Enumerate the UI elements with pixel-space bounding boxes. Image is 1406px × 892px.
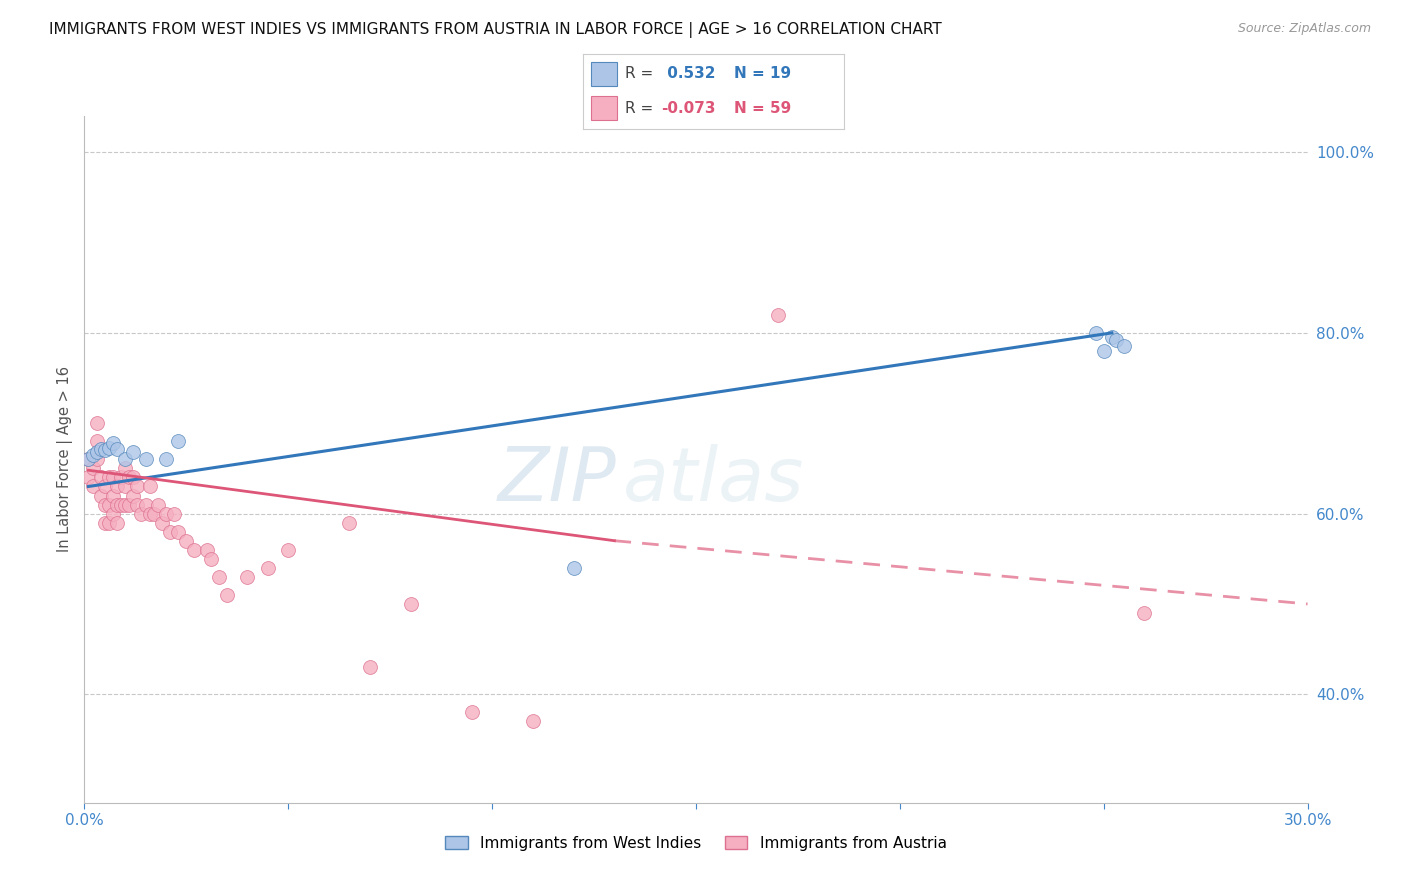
Point <box>86 452 108 467</box>
Point <box>90 442 112 456</box>
Y-axis label: In Labor Force | Age > 16: In Labor Force | Age > 16 <box>58 367 73 552</box>
Point <box>105 498 128 512</box>
Point <box>135 452 157 467</box>
Point <box>97 498 120 512</box>
Point <box>114 461 136 475</box>
Point <box>1092 343 1115 358</box>
Point <box>131 507 153 521</box>
Point <box>97 516 120 530</box>
Point <box>138 507 160 521</box>
Point <box>766 308 789 322</box>
Point <box>90 489 112 503</box>
Point <box>138 479 160 493</box>
Text: -0.073: -0.073 <box>662 101 716 116</box>
Point <box>174 533 197 548</box>
Point <box>150 516 173 530</box>
Point <box>195 542 218 557</box>
Point <box>86 416 108 430</box>
Point <box>93 516 115 530</box>
Text: N = 59: N = 59 <box>734 101 792 116</box>
Point <box>77 452 100 467</box>
Point <box>114 479 136 493</box>
Text: ZIP: ZIP <box>498 444 616 516</box>
Point <box>135 498 157 512</box>
Point <box>142 507 165 521</box>
Point <box>118 470 141 484</box>
Point <box>167 524 190 539</box>
Point <box>1101 330 1123 344</box>
Point <box>359 660 381 674</box>
Point <box>146 498 169 512</box>
Point <box>118 498 141 512</box>
Point <box>110 470 132 484</box>
Text: R =: R = <box>626 101 658 116</box>
Point <box>101 436 124 450</box>
Point <box>122 489 145 503</box>
Point <box>114 452 136 467</box>
Point <box>183 542 205 557</box>
Text: Source: ZipAtlas.com: Source: ZipAtlas.com <box>1237 22 1371 36</box>
Point <box>277 542 299 557</box>
Text: IMMIGRANTS FROM WEST INDIES VS IMMIGRANTS FROM AUSTRIA IN LABOR FORCE | AGE > 16: IMMIGRANTS FROM WEST INDIES VS IMMIGRANT… <box>49 22 942 38</box>
Point <box>105 516 128 530</box>
Point <box>159 524 181 539</box>
Point <box>1105 333 1128 347</box>
Text: N = 19: N = 19 <box>734 67 792 81</box>
Point <box>82 461 104 475</box>
Point <box>1133 606 1156 620</box>
Text: 0.532: 0.532 <box>662 67 716 81</box>
Point <box>522 714 544 729</box>
Point <box>110 498 132 512</box>
Point <box>101 507 124 521</box>
Point <box>236 570 259 584</box>
Point <box>101 470 124 484</box>
Point <box>122 445 145 459</box>
Bar <box>592 96 617 120</box>
Point <box>1114 339 1136 353</box>
Point <box>167 434 190 449</box>
Point <box>77 452 100 467</box>
Point <box>105 479 128 493</box>
Point <box>101 489 124 503</box>
Point <box>208 570 231 584</box>
Point <box>1084 326 1107 340</box>
Point <box>127 498 149 512</box>
Point <box>77 470 100 484</box>
Point <box>114 498 136 512</box>
Text: atlas: atlas <box>623 444 804 516</box>
Point <box>127 479 149 493</box>
Point <box>163 507 186 521</box>
Point <box>399 597 422 611</box>
Point <box>257 561 280 575</box>
Bar <box>592 62 617 87</box>
Point <box>82 479 104 493</box>
Point <box>339 516 361 530</box>
Point <box>93 498 115 512</box>
Point <box>155 452 177 467</box>
Text: R =: R = <box>626 67 658 81</box>
Legend: Immigrants from West Indies, Immigrants from Austria: Immigrants from West Indies, Immigrants … <box>439 830 953 857</box>
Point <box>217 588 239 602</box>
Point <box>93 443 115 458</box>
Point <box>562 561 585 575</box>
Point <box>86 445 108 459</box>
Point <box>105 442 128 456</box>
Point <box>97 470 120 484</box>
Point <box>86 434 108 449</box>
Point <box>155 507 177 521</box>
Point <box>122 470 145 484</box>
Point <box>97 441 120 455</box>
Point <box>82 448 104 462</box>
Point <box>461 706 484 720</box>
Point <box>200 551 222 566</box>
Point <box>90 470 112 484</box>
Point <box>93 479 115 493</box>
